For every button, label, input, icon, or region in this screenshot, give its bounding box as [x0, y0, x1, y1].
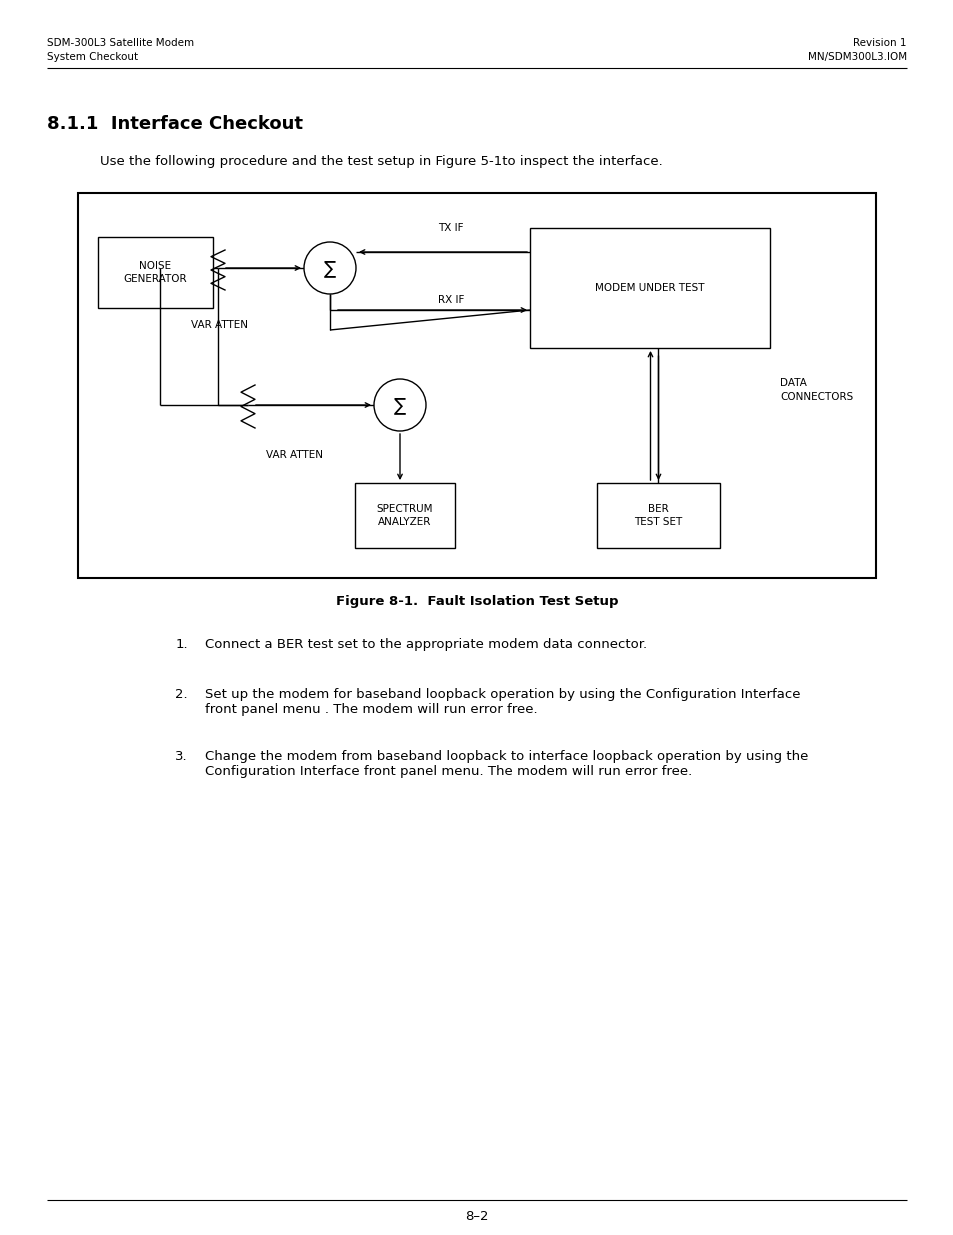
Text: DATA
CONNECTORS: DATA CONNECTORS — [780, 378, 852, 401]
Text: ∑: ∑ — [394, 396, 406, 414]
Text: System Checkout: System Checkout — [47, 52, 138, 62]
Text: VAR ATTEN: VAR ATTEN — [266, 450, 323, 459]
Text: Revision 1: Revision 1 — [853, 38, 906, 48]
Text: Change the modem from baseband loopback to interface loopback operation by using: Change the modem from baseband loopback … — [205, 750, 807, 763]
Text: RX IF: RX IF — [437, 295, 464, 305]
Text: ∑: ∑ — [324, 259, 335, 277]
Text: VAR ATTEN: VAR ATTEN — [192, 320, 248, 330]
Text: 1.: 1. — [175, 638, 188, 651]
Text: SDM-300L3 Satellite Modem: SDM-300L3 Satellite Modem — [47, 38, 193, 48]
Bar — [78, 193, 875, 578]
Bar — [98, 237, 213, 308]
Text: Set up the modem for baseband loopback operation by using the Configuration Inte: Set up the modem for baseband loopback o… — [205, 688, 800, 701]
Circle shape — [304, 242, 355, 294]
Text: NOISE
GENERATOR: NOISE GENERATOR — [124, 261, 187, 284]
Text: front panel menu . The modem will run error free.: front panel menu . The modem will run er… — [205, 703, 537, 716]
Text: MODEM UNDER TEST: MODEM UNDER TEST — [595, 283, 704, 293]
Text: TX IF: TX IF — [437, 224, 463, 233]
Text: Figure 8-1.  Fault Isolation Test Setup: Figure 8-1. Fault Isolation Test Setup — [335, 595, 618, 608]
Text: MN/SDM300L3.IOM: MN/SDM300L3.IOM — [807, 52, 906, 62]
Bar — [597, 483, 720, 548]
Text: 8–2: 8–2 — [465, 1210, 488, 1223]
Text: SPECTRUM
ANALYZER: SPECTRUM ANALYZER — [376, 504, 433, 527]
Text: 2.: 2. — [175, 688, 188, 701]
Text: Connect a BER test set to the appropriate modem data connector.: Connect a BER test set to the appropriat… — [205, 638, 646, 651]
Bar — [530, 228, 769, 348]
Circle shape — [374, 379, 426, 431]
Text: 8.1.1  Interface Checkout: 8.1.1 Interface Checkout — [47, 115, 303, 133]
Text: BER
TEST SET: BER TEST SET — [634, 504, 682, 527]
Text: Use the following procedure and the test setup in Figure 5-1to inspect the inter: Use the following procedure and the test… — [100, 156, 662, 168]
Text: Configuration Interface front panel menu. The modem will run error free.: Configuration Interface front panel menu… — [205, 764, 692, 778]
Bar — [355, 483, 455, 548]
Text: 3.: 3. — [175, 750, 188, 763]
